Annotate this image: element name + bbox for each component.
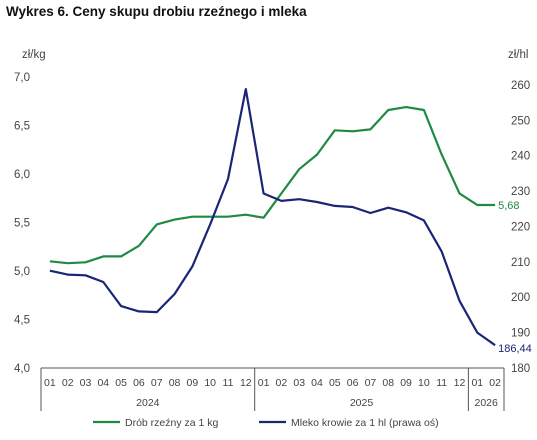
x-axis-year-label: 2025 bbox=[350, 397, 374, 409]
x-axis-month-label: 02 bbox=[276, 377, 288, 389]
series-end-label: 5,68 bbox=[498, 200, 519, 212]
left-axis-tick-label: 5,5 bbox=[14, 218, 30, 230]
x-axis-month-label: 09 bbox=[400, 377, 412, 389]
right-axis-tick-label: 210 bbox=[511, 257, 530, 269]
right-axis-tick-label: 200 bbox=[511, 292, 530, 304]
x-axis-month-label: 10 bbox=[418, 377, 430, 389]
x-axis-month-label: 08 bbox=[382, 377, 394, 389]
x-axis-year-label: 2026 bbox=[475, 397, 499, 409]
right-axis-tick-label: 250 bbox=[511, 115, 530, 127]
right-axis-tick-label: 260 bbox=[511, 80, 530, 92]
x-axis-month-label: 01 bbox=[471, 377, 483, 389]
x-axis-month-label: 09 bbox=[187, 377, 199, 389]
x-axis-month-label: 06 bbox=[133, 377, 145, 389]
right-axis-tick-label: 230 bbox=[511, 186, 530, 198]
x-axis-month-label: 03 bbox=[293, 377, 305, 389]
x-axis-month-label: 01 bbox=[258, 377, 270, 389]
left-axis-tick-label: 4,5 bbox=[14, 315, 30, 327]
chart-title: Wykres 6. Ceny skupu drobiu rzeźnego i m… bbox=[6, 4, 307, 19]
left-axis-unit: zł/kg bbox=[22, 49, 46, 61]
x-axis-month-label: 07 bbox=[365, 377, 377, 389]
x-axis-month-label: 10 bbox=[204, 377, 216, 389]
x-axis-month-label: 11 bbox=[223, 377, 234, 389]
legend-label: Drób rzeźny za 1 kg bbox=[125, 417, 219, 429]
right-axis-unit: zł/hl bbox=[508, 49, 528, 61]
left-axis-tick-label: 4,0 bbox=[14, 363, 30, 375]
left-axis-tick-label: 6,0 bbox=[14, 169, 30, 181]
x-axis-year-label: 2024 bbox=[136, 397, 160, 409]
x-axis-month-label: 11 bbox=[436, 377, 447, 389]
x-axis-month-label: 12 bbox=[240, 377, 252, 389]
x-axis-month-label: 05 bbox=[115, 377, 127, 389]
series-line-1 bbox=[49, 105, 496, 265]
series-line-2 bbox=[49, 87, 496, 347]
x-axis-month-label: 08 bbox=[169, 377, 181, 389]
right-axis-tick-label: 220 bbox=[511, 221, 530, 233]
legend-label: Mleko krowie za 1 hl (prawa oś) bbox=[291, 417, 439, 429]
x-axis-month-label: 04 bbox=[97, 377, 109, 389]
x-axis-month-label: 06 bbox=[347, 377, 359, 389]
x-axis-month-label: 01 bbox=[44, 377, 56, 389]
left-axis-tick-label: 7,0 bbox=[14, 72, 30, 84]
right-axis-tick-label: 240 bbox=[511, 151, 530, 163]
left-axis-tick-label: 6,5 bbox=[14, 121, 30, 133]
x-axis-month-label: 12 bbox=[454, 377, 466, 389]
series-end-label: 186,44 bbox=[498, 343, 532, 355]
right-axis-tick-label: 190 bbox=[511, 328, 530, 340]
x-axis-month-label: 07 bbox=[151, 377, 163, 389]
x-axis-month-label: 02 bbox=[489, 377, 501, 389]
right-axis-tick-label: 180 bbox=[511, 363, 530, 375]
x-axis-month-label: 05 bbox=[329, 377, 341, 389]
left-axis-tick-label: 5,0 bbox=[14, 266, 30, 278]
x-axis-month-label: 02 bbox=[62, 377, 74, 389]
x-axis-month-label: 04 bbox=[311, 377, 323, 389]
x-axis-month-label: 03 bbox=[80, 377, 92, 389]
